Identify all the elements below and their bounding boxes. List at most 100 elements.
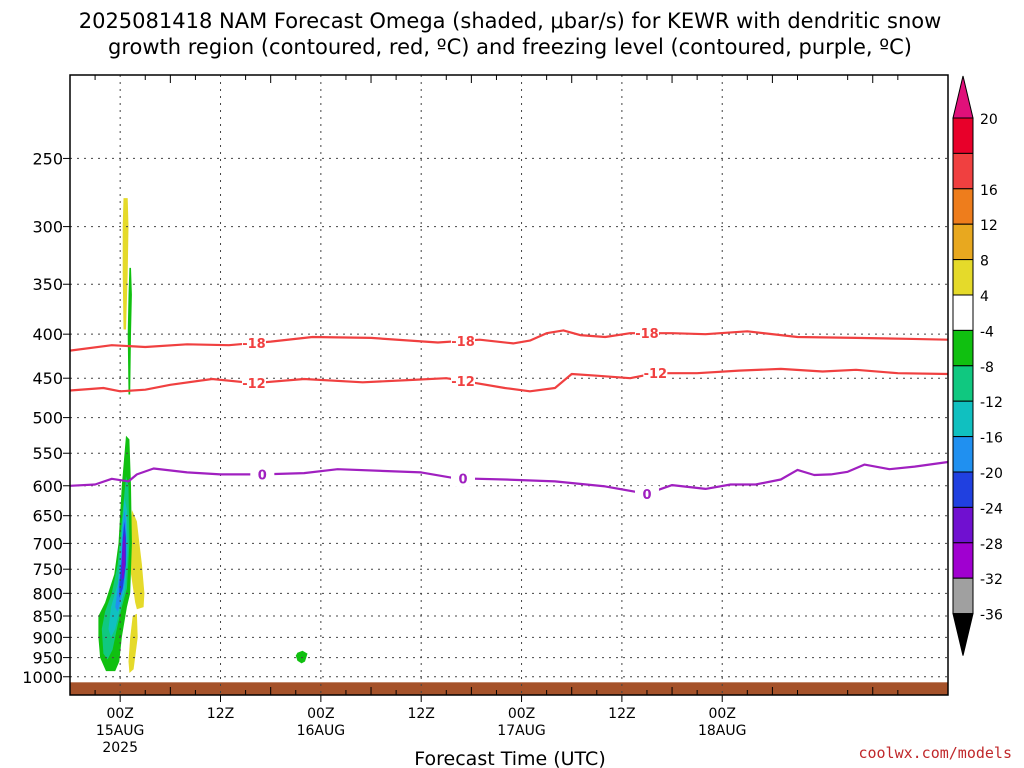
contour-label-bg [250,466,275,483]
colorbar-label: -32 [980,572,1003,588]
contour-label-bg [451,470,476,487]
colorbar-segment-0 [952,117,974,154]
x-tick-label: 00Z [307,706,334,722]
x-tick-date-label: 17AUG [497,723,546,739]
contour-line-1 [69,367,949,393]
omega-colorbar: 20 16 12 8 4 -4 -8 -12 -16 -20 -24 -28 -32 -36 [952,75,1003,656]
colorbar-segment-6 [952,329,974,367]
chart-title-line2: growth region (contoured, red, ºC) and f… [108,35,912,59]
plot-area: -18 -18 -18 -12 -12 -12 0 0 0 [69,74,949,696]
colorbar-label: -20 [980,466,1003,482]
colorbar-label: -12 [980,395,1003,411]
colorbar-segment-13 [952,577,974,615]
colorbar-label: -24 [980,501,1003,517]
x-tick-date-label: 15AUG [96,723,145,739]
x-tick-label: 00Z [709,706,736,722]
omega-region-1 [127,267,132,395]
colorbar-segment-5 [952,294,974,331]
contour-label: -12 [451,375,475,390]
omega-region-9 [121,532,126,579]
colorbar-segment-8 [952,400,974,438]
y-tick-label: 950 [32,649,63,668]
omega-region-0 [122,198,129,330]
plot-background [70,75,948,695]
colorbar-segment-7 [952,365,974,402]
colorbar-label: -16 [980,431,1003,447]
plot-frame [69,74,949,696]
colorbar-top-arrow [952,75,974,119]
y-tick-label: 550 [32,444,63,463]
colorbar-segment-10 [952,471,974,508]
y-tick-label: 800 [32,584,63,603]
contour-label-bg [634,325,659,342]
omega-region-5 [101,476,130,660]
y-tick-label: 450 [32,369,63,388]
y-tick-label: 900 [32,628,63,647]
colorbar-segment-2 [952,188,974,225]
contour-line-0 [69,329,949,352]
contour-label-bg [643,365,668,382]
contour-label: -18 [635,327,659,342]
colorbar-label: 8 [980,254,989,270]
ground-layer [70,682,948,695]
colorbar-segment-9 [952,436,974,473]
contour-label-bg [451,372,476,389]
x-tick-label: 12Z [608,706,635,722]
contour-label-bg [241,335,266,352]
chart-title-line1: 2025081418 NAM Forecast Omega (shaded, μ… [79,9,942,33]
omega-region-2 [130,509,145,610]
colorbar-label: 20 [980,112,998,128]
x-tick-label: 12Z [207,706,234,722]
y-axis: 250 300 350 400 450 500 550 600 650 700 750 800 850 9… [22,149,70,687]
contour-label-bg [451,332,476,349]
x-tick-label: 00Z [106,706,133,722]
colorbar-label: -4 [980,324,994,340]
y-tick-label: 700 [32,534,63,553]
y-tick-label: 600 [32,477,63,496]
contour-label-bg [241,375,266,392]
colorbar-bottom-arrow [952,613,974,656]
omega-region-3 [128,613,138,673]
y-tick-label: 500 [32,409,63,428]
colorbar-label: 12 [980,218,998,234]
colorbar-label: -28 [980,537,1003,553]
contour-layer: -18 -18 -18 -12 -12 -12 0 0 0 [69,325,949,503]
contour-label: -18 [451,335,475,350]
y-tick-label: 350 [32,275,63,294]
contour-label-bg [634,485,659,502]
x-axis-title: Forecast Time (UTC) [414,748,605,768]
contour-label: -12 [242,377,266,392]
y-tick-label: 1000 [22,668,63,687]
colorbar-label: 16 [980,183,998,199]
y-tick-label: 400 [32,325,63,344]
y-tick-label: 750 [32,560,63,579]
colorbar-segment-12 [952,542,974,579]
contour-label: 0 [258,468,267,483]
contour-label: -18 [242,337,266,352]
x-tick-year-label: 2025 [102,740,138,756]
colorbar-segment-11 [952,506,974,544]
contour-label: 0 [458,472,467,487]
x-tick-date-label: 16AUG [297,723,346,739]
colorbar-segment-1 [952,152,974,190]
colorbar-label: -36 [980,608,1003,624]
omega-shading-layer [98,198,308,673]
y-tick-label: 300 [32,218,63,237]
y-tick-label: 650 [32,507,63,526]
colorbar-segment-4 [952,259,974,296]
y-tick-label: 250 [32,149,63,168]
x-tick-date-label: 18AUG [698,723,747,739]
grid-layer [70,75,949,695]
x-tick-label: 12Z [407,706,434,722]
colorbar-label: 4 [980,289,989,305]
contour-label: 0 [642,488,651,503]
contour-label: -12 [644,367,668,382]
colorbar-segment-3 [952,223,974,261]
y-tick-label: 850 [32,607,63,626]
credit-label: coolwx.com/models [858,744,1012,762]
x-tick-label: 00Z [508,706,535,722]
ground-band [70,682,948,695]
contour-line-2 [69,460,949,495]
